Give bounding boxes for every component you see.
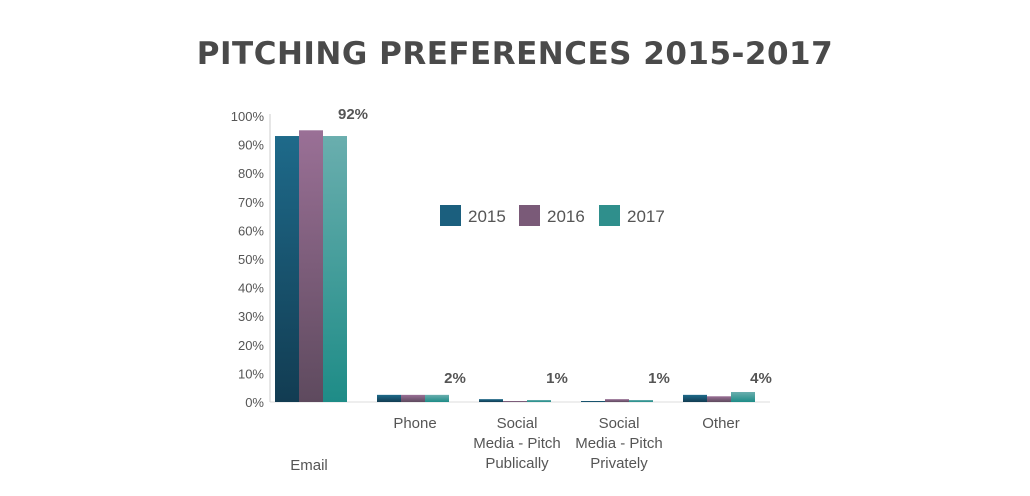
y-tick-label: 90% — [238, 138, 264, 153]
y-tick-label: 30% — [238, 309, 264, 324]
bar-2015-4 — [683, 394, 707, 402]
bar-2017-3 — [629, 399, 653, 402]
data-label: 1% — [648, 370, 670, 387]
category-label: Privately — [590, 455, 648, 472]
y-tick-label: 20% — [238, 338, 264, 353]
chart-title: PITCHING PREFERENCES 2015-2017 — [196, 36, 834, 72]
category-label: Social — [497, 415, 538, 432]
y-tick-label: 50% — [238, 252, 264, 267]
y-tick-label: 40% — [238, 281, 264, 296]
bar-2017-0 — [323, 136, 347, 402]
legend-swatch-2016 — [519, 205, 540, 226]
bar-2016-4 — [707, 396, 731, 402]
bar-2016-2 — [503, 401, 527, 402]
category-label: Email — [290, 457, 328, 474]
legend-label-2016: 2016 — [547, 207, 585, 226]
y-tick-label: 80% — [238, 166, 264, 181]
data-label: 92% — [338, 106, 368, 123]
data-label: 1% — [546, 370, 568, 387]
legend-swatch-2017 — [599, 205, 620, 226]
category-label: Media - Pitch — [575, 435, 663, 452]
bar-2017-2 — [527, 399, 551, 402]
data-label: 2% — [444, 370, 466, 387]
bar-2015-2 — [479, 399, 503, 402]
category-label: Phone — [393, 415, 436, 432]
bar-2015-1 — [377, 394, 401, 402]
data-label: 4% — [750, 370, 772, 387]
legend-swatch-2015 — [440, 205, 461, 226]
y-tick-label: 10% — [238, 366, 264, 381]
bar-2016-0 — [299, 130, 323, 403]
bar-2017-1 — [425, 394, 449, 402]
y-tick-label: 0% — [245, 395, 264, 410]
category-label: Social — [599, 415, 640, 432]
category-label: Publically — [485, 455, 549, 472]
bar-2016-1 — [401, 394, 425, 402]
y-tick-label: 70% — [238, 195, 264, 210]
bar-2015-3 — [581, 401, 605, 402]
legend-label-2017: 2017 — [627, 207, 665, 226]
bar-2015-0 — [275, 136, 299, 402]
y-tick-label: 60% — [238, 223, 264, 238]
bar-2016-3 — [605, 399, 629, 402]
y-tick-label: 100% — [231, 109, 265, 124]
category-label: Other — [702, 415, 740, 432]
legend-label-2015: 2015 — [468, 207, 506, 226]
bar-2017-4 — [731, 391, 755, 402]
category-label: Media - Pitch — [473, 435, 561, 452]
